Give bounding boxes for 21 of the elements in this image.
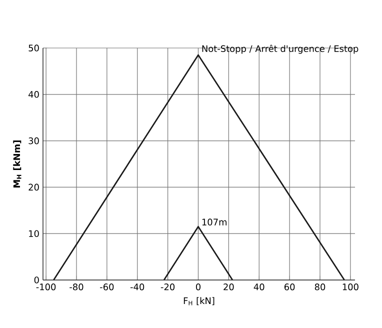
y-tick-label: 20 (28, 184, 39, 191)
y-tick-label: 50 (28, 44, 39, 52)
annotation: 107m (202, 218, 227, 226)
y-axis-title: M$_{H}$ [kNm] (13, 140, 22, 188)
y-tick-label: 10 (29, 230, 39, 237)
x-tick-label: 20 (224, 284, 234, 290)
x-tick-label: -100 (36, 284, 56, 290)
y-tick-label: 30 (28, 137, 39, 144)
x-tick-label: -80 (70, 284, 84, 290)
x-tick-label: 60 (284, 284, 295, 290)
x-tick-label: -20 (160, 284, 175, 290)
x-tick-label: 80 (314, 284, 326, 290)
x-tick-label: 0 (196, 284, 200, 290)
annotation: Not-Stopp / Arrêt d'urgence / Estop (202, 44, 358, 54)
x-tick-label: -60 (100, 284, 114, 290)
x-tick-label: -40 (130, 284, 144, 290)
x-tick-label: 100 (342, 284, 358, 290)
y-tick-label: 0 (34, 276, 39, 284)
x-axis-title: F$_{H}$ [kN] (184, 297, 214, 306)
x-tick-label: 40 (254, 284, 264, 290)
y-tick-label: 40 (28, 91, 39, 98)
